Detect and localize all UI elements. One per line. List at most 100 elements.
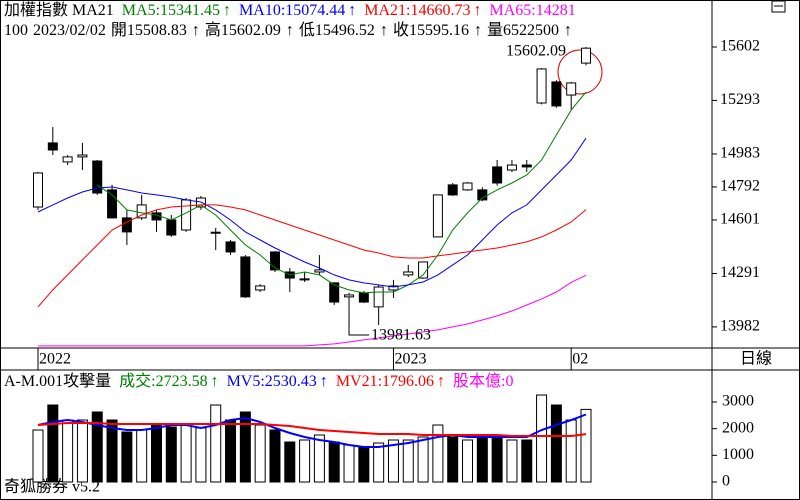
info-line: 100 2023/02/02 開15508.83 ↑ 高15602.09 ↑ 低15496.… xyxy=(4,21,572,39)
info-item: 收15595.16 xyxy=(393,21,469,39)
candle-body xyxy=(77,154,88,158)
info-item: 低15496.52 xyxy=(299,21,375,39)
legend-trend: ↑ xyxy=(320,373,328,390)
volume-bar xyxy=(225,419,237,483)
candle-body xyxy=(269,251,280,271)
header: 加權指數 MA21 MA5:15341.45 ↑ MA10:15074.44 ↑ MA21… xyxy=(4,1,576,390)
volume-bar xyxy=(150,424,162,483)
candle-body xyxy=(403,271,414,276)
candle-body xyxy=(33,172,43,208)
legend-trend: ↑ xyxy=(348,2,356,19)
volume-bar xyxy=(284,441,296,483)
y-tick-label: 0 xyxy=(722,473,730,490)
candle-body xyxy=(62,156,73,163)
candle-body xyxy=(462,182,473,191)
candle-body xyxy=(447,184,458,196)
volume-bar xyxy=(358,446,370,483)
mv-line xyxy=(37,422,587,437)
volume-bar xyxy=(121,431,133,483)
candle-body xyxy=(344,294,355,298)
y-tick-label: 2000 xyxy=(722,419,754,436)
volume-bar xyxy=(165,426,177,483)
volume-bar xyxy=(180,424,192,483)
y-tick-label: 1000 xyxy=(722,446,754,463)
legend-entry: MA21:14660.73 xyxy=(364,2,470,19)
footer: 奇狐勝券 v5.2 xyxy=(4,478,100,496)
info-item: ↑ xyxy=(564,22,572,39)
volume-bar xyxy=(91,411,103,483)
volume-header: A-M.001攻擊量 成交:2723.58 ↑ MV5:2530.43 ↑ MV21:17… xyxy=(4,372,514,390)
y-tick-label: 14291 xyxy=(720,264,760,281)
candle-body xyxy=(314,269,325,273)
candle-body xyxy=(581,47,591,64)
y-tick-label: 3000 xyxy=(722,393,754,410)
candle-body xyxy=(240,256,251,298)
candle-body xyxy=(492,166,503,184)
candle-body xyxy=(358,292,369,303)
volume-bar xyxy=(343,444,355,483)
y-tick-label: 14983 xyxy=(720,145,760,162)
high-label: 15602.09 xyxy=(506,43,566,60)
volume-bar xyxy=(106,419,118,483)
legend-entry: MA10:15074.44 xyxy=(239,2,345,19)
mv-line xyxy=(37,413,587,448)
candle-body xyxy=(521,164,532,168)
candle-body xyxy=(136,204,147,219)
volume-bar xyxy=(417,436,429,483)
candle-body xyxy=(47,142,58,151)
volume-bar xyxy=(32,429,44,483)
legend-entry: MV21:1796.06 xyxy=(336,373,434,390)
header-line: 加權指數 MA21 MA5:15341.45 ↑ MA10:15074.44 ↑ MA21… xyxy=(4,1,576,19)
volume-bar xyxy=(462,439,474,483)
volume-bar xyxy=(76,419,88,483)
info-item: 100 xyxy=(4,22,28,39)
candle-body xyxy=(506,164,517,171)
volume-bar xyxy=(239,411,251,483)
candle-body xyxy=(299,278,310,281)
candle-body xyxy=(551,81,562,107)
legend-entry: MA5:15341.45 xyxy=(122,2,220,19)
info-item: ↑ xyxy=(380,22,388,39)
info-item: 開15508.83 xyxy=(111,22,187,39)
highlight-circle xyxy=(557,49,603,95)
x-tick-label: 02 xyxy=(572,351,588,368)
period-label[interactable]: 日線 xyxy=(740,350,772,368)
y-tick-label: 15293 xyxy=(720,91,760,108)
legend-trend: ↑ xyxy=(211,373,219,390)
candle-body xyxy=(255,285,266,291)
info-item: ↑ xyxy=(192,22,200,39)
legend-trend: ↑ xyxy=(474,2,482,19)
candle-body xyxy=(477,189,488,201)
candle-body xyxy=(432,194,443,238)
volume-bar xyxy=(521,439,533,483)
candle-body xyxy=(566,82,577,96)
volume-bar xyxy=(269,429,281,483)
x-tick-label: 2023 xyxy=(394,351,426,368)
volume-bar xyxy=(210,404,222,483)
volume-bar xyxy=(136,429,148,483)
volume-bar xyxy=(195,427,207,483)
y-tick-label: 13982 xyxy=(720,318,760,335)
volume-bar xyxy=(432,424,444,483)
info-item: ↑ xyxy=(286,22,294,39)
ma-line xyxy=(37,204,587,308)
candle-body xyxy=(225,241,236,253)
volume-bar xyxy=(550,404,562,483)
volume-bar xyxy=(580,408,592,483)
volume-bar xyxy=(447,436,459,483)
volume-legend: 成交:2723.58 xyxy=(119,372,207,390)
volume-bar xyxy=(299,439,311,483)
volume-bar xyxy=(62,419,74,483)
volume-bar xyxy=(565,419,577,483)
legend-trend: ↑ xyxy=(223,2,231,19)
y-tick-label: 14601 xyxy=(720,211,760,228)
info-item: 量6522500 xyxy=(487,22,559,39)
volume-bar xyxy=(373,442,385,483)
volume-title: A-M.001攻擊量 xyxy=(4,372,111,390)
chart-title: 加權指數 MA21 xyxy=(4,1,114,19)
y-tick-label: 14792 xyxy=(720,178,760,195)
info-item: 2023/02/02 xyxy=(33,22,106,39)
